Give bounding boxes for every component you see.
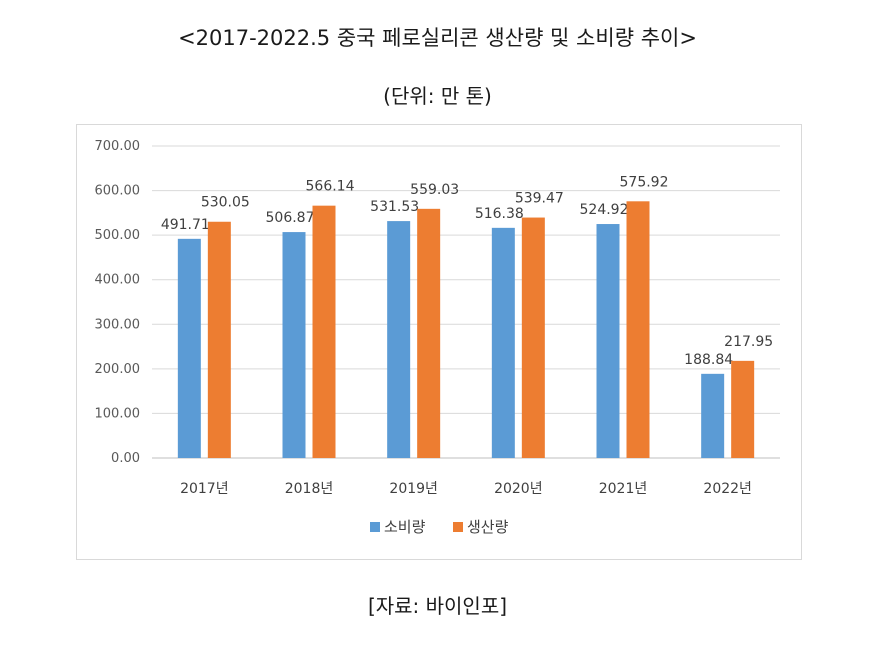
y-tick-label: 0.00 — [111, 451, 140, 466]
chart-unit: (단위: 만 톤) — [383, 84, 492, 108]
data-label: 491.71 — [161, 217, 210, 233]
x-tick-label: 2020년 — [494, 481, 543, 497]
y-tick-label: 100.00 — [95, 406, 141, 421]
bar-production — [207, 221, 231, 458]
source-note: [자료: 바이인포] — [367, 594, 508, 618]
y-tick-label: 400.00 — [95, 273, 141, 288]
data-label: 531.53 — [370, 199, 419, 215]
y-tick-label: 600.00 — [95, 184, 141, 199]
legend-swatch — [370, 522, 380, 532]
chart-title: <2017-2022.5 중국 페로실리콘 생산량 및 소비량 추이> — [178, 26, 697, 50]
data-label: 524.92 — [580, 202, 629, 218]
data-label: 530.05 — [201, 195, 250, 211]
y-tick-label: 200.00 — [95, 362, 141, 377]
data-label: 188.84 — [684, 352, 733, 368]
bar-consumption — [701, 373, 725, 458]
bar-production — [626, 201, 650, 458]
bar-production — [521, 217, 545, 458]
x-tick-label: 2018년 — [285, 481, 334, 497]
bar-production — [312, 205, 336, 458]
bar-consumption — [282, 232, 306, 458]
data-label: 566.14 — [306, 179, 355, 195]
x-tick-label: 2021년 — [599, 481, 648, 497]
bar-production — [731, 360, 755, 458]
data-label: 217.95 — [724, 334, 773, 350]
y-tick-label: 300.00 — [95, 317, 141, 332]
x-tick-label: 2017년 — [180, 481, 229, 497]
bar-production — [417, 208, 441, 458]
bar-consumption — [596, 224, 620, 458]
data-label: 559.03 — [410, 182, 459, 198]
x-tick-label: 2022년 — [703, 481, 752, 497]
data-label: 516.38 — [475, 206, 524, 222]
data-label: 506.87 — [266, 210, 315, 226]
x-tick-label: 2019년 — [389, 481, 438, 497]
legend-label: 생산량 — [467, 518, 509, 536]
data-label: 539.47 — [515, 191, 564, 207]
legend-swatch — [453, 522, 463, 532]
legend-label: 소비량 — [384, 518, 426, 536]
y-tick-label: 700.00 — [95, 139, 141, 154]
y-tick-label: 500.00 — [95, 228, 141, 243]
data-label: 575.92 — [620, 174, 669, 190]
bar-consumption — [491, 227, 515, 458]
bar-consumption — [177, 238, 201, 458]
bar-consumption — [387, 221, 411, 458]
